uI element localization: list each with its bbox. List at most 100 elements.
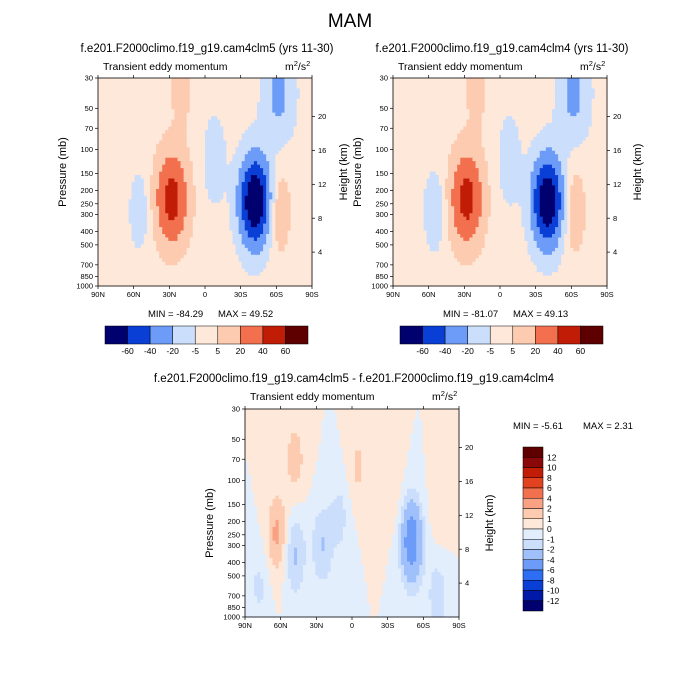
p1-cell xyxy=(256,98,261,103)
p1-cell xyxy=(98,98,102,103)
p1-cell xyxy=(269,206,273,211)
p1-cell xyxy=(153,98,157,103)
p1-cell xyxy=(226,109,231,114)
p1-cell xyxy=(232,116,237,121)
p1-cell xyxy=(116,136,120,141)
p1-cell xyxy=(256,157,261,162)
p1-cell xyxy=(244,116,249,121)
p1-cell xyxy=(235,175,240,180)
p1-cell xyxy=(305,95,310,100)
p1-cell xyxy=(177,98,182,103)
p1-cell xyxy=(269,171,273,176)
p1-cell xyxy=(281,168,286,173)
p1-cell xyxy=(183,98,188,103)
p1-cell xyxy=(296,112,301,117)
p1-cell xyxy=(211,136,215,141)
p1-cell xyxy=(116,168,120,173)
p1-cell xyxy=(174,143,179,148)
p1-cell xyxy=(149,78,154,83)
p1-cell xyxy=(146,175,151,180)
p1-cell xyxy=(205,95,209,100)
p1-cell xyxy=(110,95,114,100)
p1-cell xyxy=(101,150,105,155)
p1-cell xyxy=(162,164,166,169)
p1-cell xyxy=(272,105,276,110)
p1-cell xyxy=(159,133,163,138)
p1-cell xyxy=(214,202,218,207)
p1-cell xyxy=(296,202,301,207)
p1-cell xyxy=(305,168,310,173)
p1-cell xyxy=(220,133,224,138)
p1-cell xyxy=(174,157,179,162)
p1-cell xyxy=(119,116,124,121)
p1-cell xyxy=(159,91,163,96)
p1-cell xyxy=(159,150,163,155)
p1-cell xyxy=(217,150,221,155)
p1-cell xyxy=(290,105,295,110)
p1-cell xyxy=(290,126,295,131)
p1-cell xyxy=(134,223,139,228)
p1-cell xyxy=(287,202,292,207)
p1-cell xyxy=(296,199,301,204)
p1-cell xyxy=(192,102,197,107)
p1-cell xyxy=(156,123,160,128)
p1-cell xyxy=(287,150,292,155)
p1-cell xyxy=(293,109,298,114)
p1-cell xyxy=(116,102,120,107)
p1-xtick-label: 90S xyxy=(305,290,318,299)
p1-cell xyxy=(229,161,234,166)
p1-cell xyxy=(281,136,286,141)
p1-cell xyxy=(275,116,279,121)
p1-cell xyxy=(211,206,215,211)
p1-cell xyxy=(217,126,221,131)
p1-cell xyxy=(260,182,264,187)
p1-cell xyxy=(104,84,108,89)
p1-cell xyxy=(171,105,176,110)
p1-cell xyxy=(293,140,298,145)
p1-cell xyxy=(284,109,289,114)
p1-cell xyxy=(290,147,295,152)
p1-cell xyxy=(269,182,273,187)
p1-cell xyxy=(174,119,179,124)
p1-cell xyxy=(266,157,270,162)
p1-cell xyxy=(238,81,243,86)
p1-cell xyxy=(162,168,166,173)
p1-cell xyxy=(101,206,105,211)
p1-cell xyxy=(238,154,243,159)
p1-cell xyxy=(128,84,133,89)
p1-cell xyxy=(153,199,157,204)
p1-cell xyxy=(281,195,286,200)
p1-cell xyxy=(232,81,237,86)
p1-cell xyxy=(256,188,261,193)
p1-cell xyxy=(217,154,221,159)
p1-cell xyxy=(305,84,310,89)
p1-cell xyxy=(201,202,206,207)
p1-cell xyxy=(168,199,172,204)
p1-cell xyxy=(296,168,301,173)
p1-cell xyxy=(186,220,191,225)
p1-cell xyxy=(211,154,215,159)
p1-cell xyxy=(159,223,163,228)
p1-cell xyxy=(131,202,136,207)
p1-cell xyxy=(302,199,307,204)
p1-cell xyxy=(272,126,276,131)
p1-cell xyxy=(229,84,234,89)
p1-cell xyxy=(275,168,279,173)
p1-cell xyxy=(217,78,221,83)
p1-cell xyxy=(140,195,145,200)
p1-cell xyxy=(241,105,246,110)
p1-cell xyxy=(238,199,243,204)
p1-cell xyxy=(156,199,160,204)
p1-cell xyxy=(241,206,246,211)
p1-cell xyxy=(162,81,166,86)
p1-cell xyxy=(290,206,295,211)
p1-cell xyxy=(201,95,206,100)
p1-cell xyxy=(211,147,215,152)
p1-cell xyxy=(217,123,221,128)
p1-cell xyxy=(162,136,166,141)
p1-cell xyxy=(137,136,142,141)
p1-cell xyxy=(256,130,261,135)
p1-cell xyxy=(229,185,234,190)
p1-cell xyxy=(217,140,221,145)
